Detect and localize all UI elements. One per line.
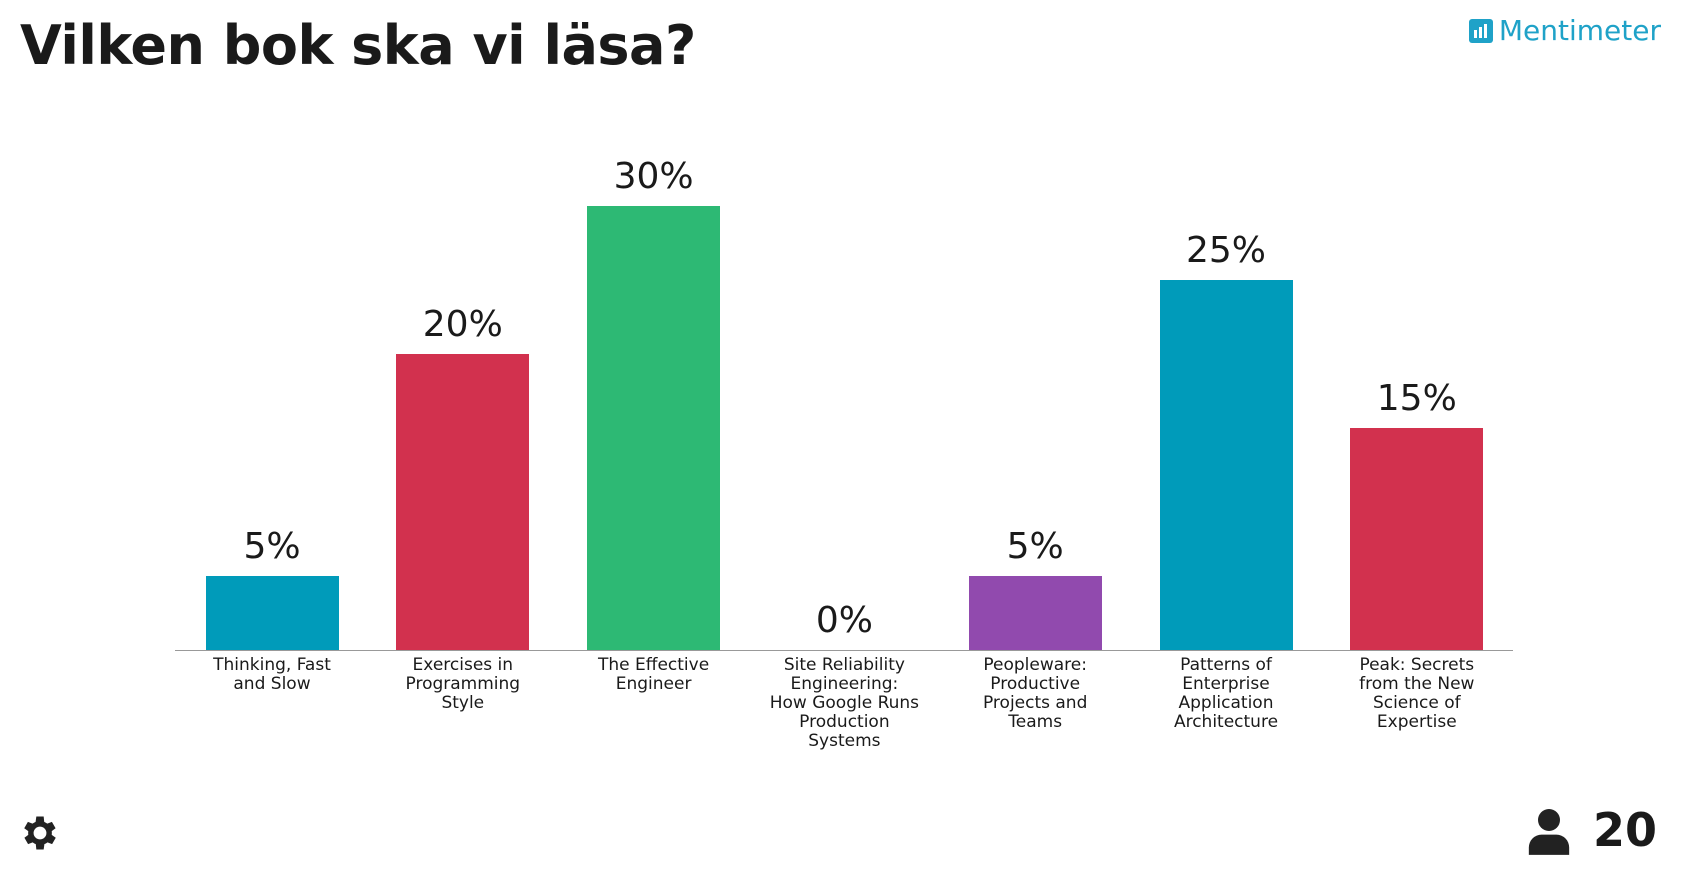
participants-icon xyxy=(1528,809,1570,855)
category-label: Exercises in Programming Style xyxy=(405,655,521,714)
bar xyxy=(396,354,530,650)
bar xyxy=(968,576,1102,650)
value-label: 30% xyxy=(613,156,694,197)
value-label: 25% xyxy=(1185,230,1266,271)
axis-line xyxy=(175,650,1513,651)
brand-icon xyxy=(1468,18,1493,43)
category-label: Site Reliability Engineering: How Google… xyxy=(769,655,920,752)
participant-count: 20 xyxy=(1592,803,1657,857)
bar xyxy=(1159,280,1293,650)
bar xyxy=(587,206,721,650)
value-label: 5% xyxy=(243,526,301,567)
value-label: 20% xyxy=(422,304,503,345)
category-label: The Effective Engineer xyxy=(597,655,710,695)
brand-name: Mentimeter xyxy=(1498,14,1661,47)
bar xyxy=(1350,428,1484,650)
value-label: 15% xyxy=(1376,378,1457,419)
brand: Mentimeter xyxy=(1468,14,1661,47)
chart-title: Vilken bok ska vi läsa? xyxy=(20,14,696,77)
settings-icon[interactable] xyxy=(18,811,62,855)
bar xyxy=(205,576,339,650)
value-label: 0% xyxy=(815,600,873,641)
category-label: Peopleware: Productive Projects and Team… xyxy=(982,655,1088,733)
value-label: 5% xyxy=(1006,526,1064,567)
category-label: Patterns of Enterprise Application Archi… xyxy=(1173,655,1279,733)
category-label: Thinking, Fast and Slow xyxy=(213,655,331,695)
category-label: Peak: Secrets from the New Science of Ex… xyxy=(1359,655,1475,733)
